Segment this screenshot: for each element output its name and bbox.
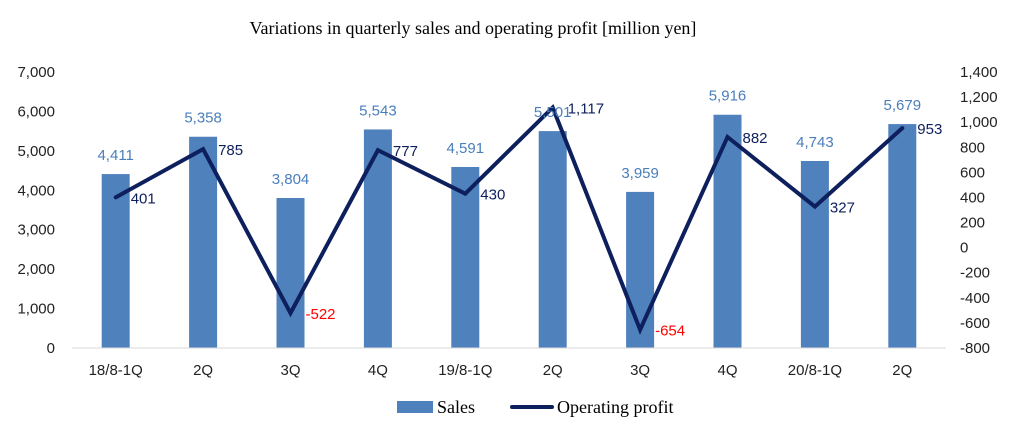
sales-bar: [538, 131, 567, 348]
operating-profit-line: [113, 103, 905, 335]
category-label: 2Q: [543, 362, 563, 379]
sales-bar: [451, 166, 480, 348]
sales-bar: [713, 114, 742, 348]
left-tick-label: 0: [47, 340, 55, 357]
sales-data-label: 4,591: [447, 140, 485, 157]
profit-data-label: 327: [830, 200, 855, 217]
x-axis-categories: 18/8-1Q 2Q 3Q 4Q 19/8-1Q 2Q 3Q 4Q 20/8-1Q 2Q: [89, 362, 913, 379]
legend: Sales Operating profit: [397, 397, 673, 417]
sales-bar: [800, 160, 829, 348]
sales-data-labels: 4,411 5,358 3,804 5,543 4,591 5,501 3,959 5,916…: [97, 88, 921, 188]
category-label: 4Q: [717, 362, 737, 379]
profit-data-label: 1,117: [568, 101, 604, 118]
legend-swatch-sales: [397, 401, 433, 413]
left-tick-label: 1,000: [17, 301, 55, 318]
left-tick-label: 6,000: [17, 103, 55, 120]
profit-data-label: 777: [393, 143, 418, 160]
sales-bar: [189, 136, 218, 348]
category-label: 4Q: [368, 362, 388, 379]
profit-data-label: 785: [218, 142, 243, 159]
sales-data-label: 5,916: [709, 88, 747, 105]
category-label: 3Q: [630, 362, 650, 379]
left-tick-label: 3,000: [17, 222, 55, 239]
sales-data-label: 5,679: [884, 97, 922, 114]
profit-data-label: -654: [655, 323, 685, 340]
category-label: 18/8-1Q: [89, 362, 143, 379]
left-tick-label: 2,000: [17, 261, 55, 278]
profit-data-labels: 401 785 -522 777 430 1,117 -654 882 327 953: [131, 101, 943, 340]
sales-data-label: 3,804: [272, 171, 310, 188]
sales-data-label: 3,959: [621, 165, 659, 182]
right-tick-label: 800: [960, 139, 985, 156]
sales-bar: [101, 174, 130, 348]
sales-data-label: 4,411: [97, 147, 133, 164]
sales-data-label: 5,358: [184, 110, 222, 127]
chart-title: Variations in quarterly sales and operat…: [250, 18, 697, 38]
category-label: 20/8-1Q: [788, 362, 842, 379]
right-tick-label: -200: [960, 265, 990, 282]
operating-profit-series: [113, 103, 905, 335]
profit-data-label: -522: [306, 306, 336, 323]
right-tick-label: 1,000: [960, 114, 998, 131]
sales-bar: [626, 191, 655, 348]
sales-bar: [363, 129, 392, 348]
sales-data-label: 4,743: [796, 134, 834, 151]
legend-label-operating-profit: Operating profit: [557, 397, 673, 417]
right-tick-label: 200: [960, 215, 985, 232]
sales-data-label: 5,501: [534, 104, 572, 121]
profit-data-label: 401: [131, 190, 156, 207]
profit-data-label: 882: [743, 130, 768, 147]
right-tick-label: -400: [960, 290, 990, 307]
sales-bars: [101, 114, 917, 348]
left-tick-label: 4,000: [17, 182, 55, 199]
right-tick-label: 0: [960, 240, 968, 257]
right-tick-label: 400: [960, 189, 985, 206]
right-tick-label: 600: [960, 164, 985, 181]
right-axis-ticks: -800 -600 -400 -200 0 200 400 600 800 1,000 1,200 1…: [960, 64, 998, 357]
sales-bar: [276, 198, 305, 348]
left-tick-label: 5,000: [17, 143, 55, 160]
legend-label-sales: Sales: [437, 397, 475, 417]
category-label: 2Q: [892, 362, 912, 379]
right-tick-label: -600: [960, 315, 990, 332]
right-tick-label: 1,400: [960, 64, 998, 81]
right-tick-label: 1,200: [960, 89, 998, 106]
profit-data-label: 430: [480, 187, 505, 204]
profit-data-label: 953: [917, 121, 942, 138]
sales-data-label: 5,543: [359, 102, 397, 119]
right-tick-label: -800: [960, 340, 990, 357]
left-axis-ticks: 0 1,000 2,000 3,000 4,000 5,000 6,000 7,000: [17, 64, 55, 357]
sales-bar: [888, 124, 917, 348]
category-label: 3Q: [280, 362, 300, 379]
left-tick-label: 7,000: [17, 64, 55, 81]
category-label: 2Q: [193, 362, 213, 379]
category-label: 19/8-1Q: [438, 362, 492, 379]
